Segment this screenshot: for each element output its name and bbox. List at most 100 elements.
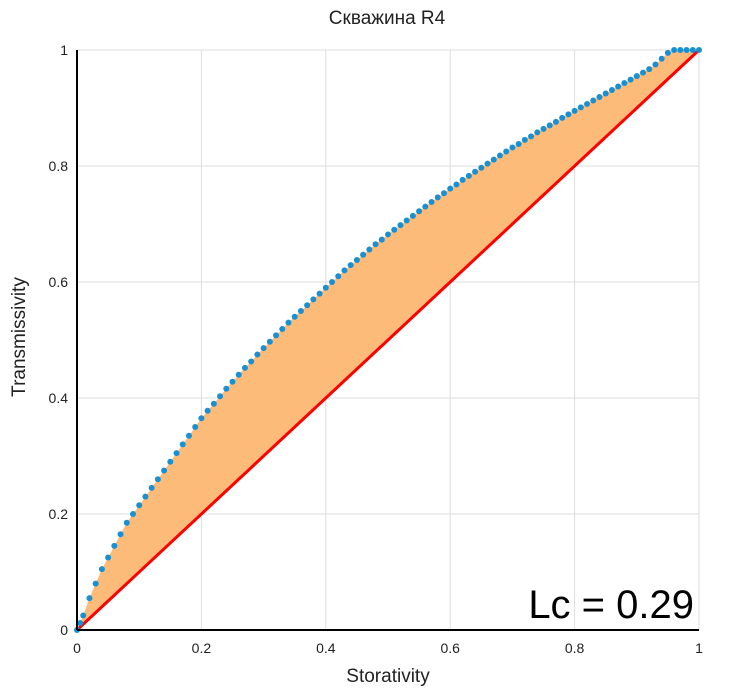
data-point-76 [540,125,547,132]
data-point-73 [521,136,528,143]
data-point-10 [129,511,136,517]
data-point-84 [590,97,597,104]
data-point-61 [447,185,454,192]
data-point-11 [136,502,143,509]
x-tick-label-0: 0 [73,640,81,656]
data-point-53 [397,222,404,229]
y-tick-label-2: 0.4 [49,390,69,406]
data-point-36 [291,313,298,320]
equality-line [75,48,701,632]
lc-annotation: Lc = 0.29 [528,583,694,627]
data-point-39 [310,296,317,303]
data-point-21 [198,415,205,422]
data-point-74 [528,133,535,140]
data-point-55 [409,212,416,219]
data-point-32 [266,338,273,345]
y-tick-label-1: 0.2 [49,506,69,522]
data-point-69 [496,152,503,159]
data-point-42 [329,279,336,285]
x-tick-labels: 0 0.2 0.4 0.6 0.8 1 [73,640,703,656]
data-point-85 [596,93,603,100]
data-point-67 [484,160,491,167]
data-point-28 [241,364,248,371]
y-tick-label-4: 0.8 [49,158,69,174]
data-point-89 [621,80,628,87]
data-point-2 [80,612,87,619]
data-point-88 [615,83,622,90]
data-point-60 [440,190,447,197]
data-point-20 [192,424,199,430]
data-point-14 [154,476,161,483]
data-point-37 [297,308,304,314]
data-point-65 [472,168,479,175]
data-point-97 [671,47,678,53]
data-point-31 [260,345,267,352]
data-point-12 [142,493,149,500]
data-point-64 [465,172,472,179]
data-point-49 [372,241,379,248]
data-point-82 [577,104,584,111]
data-point-7 [111,542,118,549]
data-point-78 [552,118,559,125]
data-point-101 [696,47,702,53]
data-point-27 [235,371,242,378]
data-points [74,47,702,633]
data-point-38 [304,302,311,309]
data-point-15 [161,467,168,474]
data-point-90 [627,76,634,83]
y-tick-label-0: 0 [60,622,68,638]
data-point-35 [285,319,292,326]
data-point-71 [509,144,516,151]
data-point-41 [322,284,329,291]
x-tick-label-2: 0.4 [316,640,336,656]
data-point-16 [167,458,174,465]
data-point-22 [204,407,211,414]
data-point-56 [416,208,423,215]
data-point-24 [217,393,224,400]
data-point-95 [658,55,665,62]
data-point-45 [347,262,354,269]
data-point-30 [254,351,261,358]
data-point-46 [353,256,360,263]
data-point-96 [664,49,671,56]
data-point-5 [98,566,105,573]
data-point-81 [571,107,578,114]
data-point-99 [683,47,690,53]
data-point-6 [105,554,112,561]
data-point-80 [565,111,572,118]
data-point-68 [490,156,497,163]
data-point-47 [360,251,367,258]
y-tick-label-3: 0.6 [49,274,69,290]
data-point-98 [677,47,684,53]
data-point-58 [428,198,435,205]
x-tick-label-1: 0.2 [192,640,212,656]
data-point-77 [546,122,553,129]
chart-title: Скважина R4 [329,8,446,29]
data-point-83 [584,100,591,107]
data-point-75 [534,129,541,136]
data-point-18 [179,441,186,448]
data-point-17 [173,450,180,457]
data-point-57 [422,203,429,210]
data-point-59 [434,194,441,201]
data-point-62 [453,181,460,188]
x-tick-label-4: 0.8 [565,640,585,656]
data-point-44 [341,267,348,274]
y-tick-label-5: 1 [60,42,68,58]
x-axis-title: Storativity [346,666,430,687]
data-point-54 [403,217,410,224]
data-point-19 [185,432,192,439]
data-point-25 [223,385,230,392]
data-point-94 [652,61,659,68]
data-point-43 [335,273,342,280]
data-point-40 [316,290,323,297]
data-point-50 [378,236,385,243]
data-point-100 [689,47,696,53]
data-point-86 [602,90,609,97]
data-point-8 [117,531,124,538]
data-point-51 [385,231,391,238]
data-point-92 [640,69,647,76]
data-point-1 [77,620,84,627]
data-point-48 [366,246,373,253]
